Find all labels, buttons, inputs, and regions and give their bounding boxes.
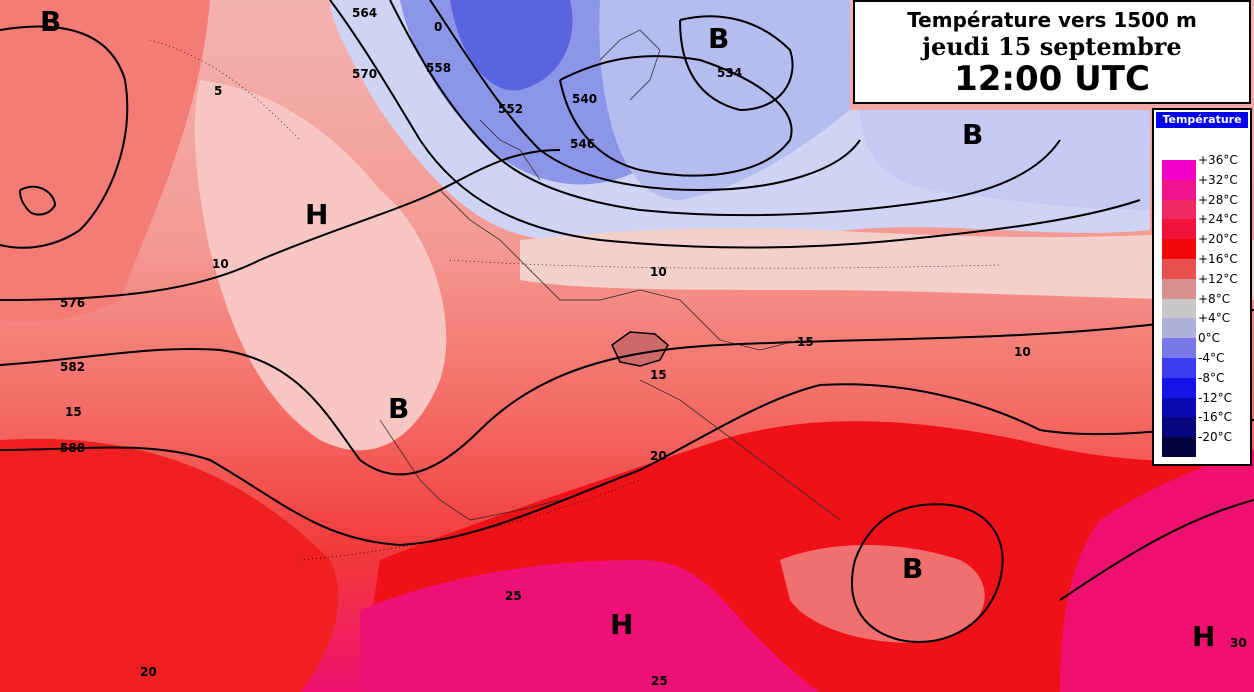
legend-label: -4°C — [1198, 350, 1225, 365]
contour-label: 558 — [426, 61, 452, 75]
legend-swatch — [1162, 437, 1196, 457]
legend-swatch — [1162, 338, 1196, 358]
legend-label: 0°C — [1198, 331, 1221, 346]
map-time: 12:00 UTC — [954, 59, 1150, 99]
temp-label: 25 — [651, 674, 668, 688]
legend-label: -20°C — [1198, 430, 1232, 445]
legend-swatch — [1162, 298, 1196, 319]
contour-label: 552 — [498, 102, 524, 116]
legend-label: +16°C — [1198, 251, 1238, 266]
map-title-box: Température vers 1500 m jeudi 15 septemb… — [853, 0, 1251, 104]
legend-label: +12°C — [1198, 271, 1238, 286]
pressure-center-b-2: B — [708, 22, 730, 55]
temp-label: 20 — [650, 449, 667, 463]
legend-swatch — [1162, 160, 1196, 180]
temp-label: 30 — [1230, 636, 1247, 650]
legend-label: +32°C — [1198, 172, 1238, 187]
legend-swatch — [1162, 219, 1196, 240]
temp-label: 15 — [65, 405, 82, 419]
legend-swatch — [1162, 179, 1196, 200]
temp-label: 25 — [505, 589, 522, 603]
legend-label: -12°C — [1198, 390, 1232, 405]
temp-label: 0 — [434, 20, 443, 34]
legend-swatch — [1162, 397, 1196, 418]
pressure-center-h-3: H — [1192, 620, 1216, 653]
pressure-center-h-2: H — [610, 608, 634, 641]
legend-swatch — [1162, 258, 1196, 279]
temp-label: 15 — [650, 368, 667, 382]
legend-label: +28°C — [1198, 192, 1238, 207]
contour-label: 576 — [60, 296, 86, 310]
contour-label: 564 — [352, 6, 378, 20]
legend-label: +20°C — [1198, 232, 1238, 247]
temp-label: 15 — [797, 335, 814, 349]
temp-label: 10 — [650, 265, 667, 279]
legend-label: +36°C — [1198, 153, 1238, 167]
legend-swatch — [1162, 199, 1196, 220]
temperature-legend: Température +36°C +32°C +28°C +24°C +20°C +16… — [1152, 108, 1252, 466]
legend-label: -16°C — [1198, 410, 1232, 425]
legend-swatch — [1162, 357, 1196, 378]
legend-swatch — [1162, 239, 1196, 259]
contour-label: 546 — [570, 137, 596, 151]
legend-label: +8°C — [1198, 291, 1231, 306]
legend-swatch — [1162, 417, 1196, 438]
contour-label: 570 — [352, 67, 378, 81]
legend-swatch — [1162, 377, 1196, 398]
legend-swatch — [1162, 278, 1196, 299]
contour-label: 534 — [717, 66, 743, 80]
pressure-center-b-4: B — [388, 392, 410, 425]
map-title: Température vers 1500 m — [907, 8, 1197, 32]
legend-label: +4°C — [1198, 311, 1231, 326]
legend-swatch — [1162, 318, 1196, 339]
legend-label: -8°C — [1198, 370, 1225, 385]
pressure-center-h-1: H — [305, 198, 329, 231]
map-date: jeudi 15 septembre — [922, 32, 1182, 61]
contour-label: 588 — [60, 441, 86, 455]
legend-label: +24°C — [1198, 212, 1238, 227]
pressure-center-b-1: B — [40, 5, 62, 38]
temp-label: 10 — [1014, 345, 1031, 359]
temp-label: 10 — [212, 257, 229, 271]
contour-label: 540 — [572, 92, 598, 106]
temp-label: 5 — [214, 84, 223, 98]
pressure-center-b-3: B — [962, 118, 984, 151]
temp-label: 20 — [140, 665, 157, 679]
legend-title: Température — [1156, 112, 1248, 128]
contour-label: 582 — [60, 360, 86, 374]
pressure-center-b-5: B — [902, 552, 924, 585]
